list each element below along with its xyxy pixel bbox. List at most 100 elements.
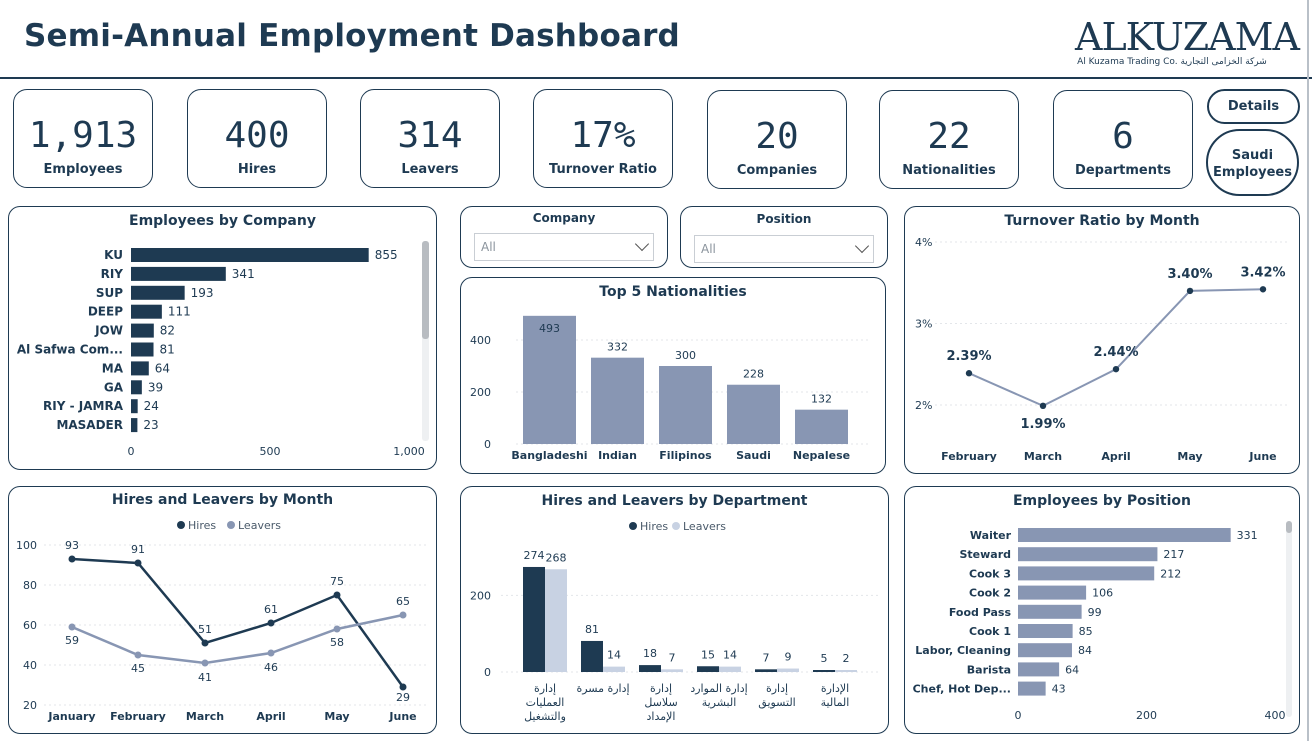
data-point xyxy=(201,639,209,647)
legend-marker xyxy=(227,521,235,529)
data-label: 300 xyxy=(675,349,696,362)
category-label: Bangladeshi xyxy=(511,449,587,462)
x-tick-label: April xyxy=(256,710,285,723)
data-label: 65 xyxy=(396,595,410,608)
bar xyxy=(1018,566,1155,581)
category-label: KU xyxy=(104,248,123,262)
x-tick-label: 1,000 xyxy=(393,445,425,458)
dropdown-value: All xyxy=(481,240,496,254)
category-label: GA xyxy=(104,380,124,394)
data-label: 64 xyxy=(1065,663,1079,676)
bar xyxy=(813,670,835,672)
bar xyxy=(523,566,545,672)
scrollbar[interactable] xyxy=(422,241,429,441)
data-point xyxy=(68,623,76,631)
x-tick-label: February xyxy=(110,710,166,723)
data-label: 91 xyxy=(131,543,145,556)
data-label: 64 xyxy=(155,361,170,375)
kpi-label: Nationalities xyxy=(902,163,996,178)
category-label: إدارة الموارد xyxy=(690,682,747,695)
bar xyxy=(545,569,567,672)
data-label: 7 xyxy=(763,651,770,664)
data-label: 82 xyxy=(160,324,175,338)
category-label: Al Safwa Com... xyxy=(17,343,123,357)
data-label: 217 xyxy=(1163,548,1184,561)
scrollbar[interactable] xyxy=(1286,521,1292,717)
data-label: 268 xyxy=(546,551,567,564)
bar xyxy=(659,366,712,444)
x-tick-label: May xyxy=(1177,450,1202,463)
category-label: Filipinos xyxy=(659,449,712,462)
data-point xyxy=(134,651,142,659)
category-label: Nepalese xyxy=(793,449,850,462)
saudi-employees-label-line1: Saudi xyxy=(1231,148,1274,163)
data-label: 9 xyxy=(785,651,792,664)
bar xyxy=(1018,528,1231,542)
data-label: 15 xyxy=(701,648,715,661)
data-point xyxy=(1112,365,1120,373)
data-label: 274 xyxy=(524,549,545,562)
data-label: 29 xyxy=(396,691,410,704)
company-logo-subtext: Al Kuzama Trading Co. شركة الخزامى التجا… xyxy=(1077,57,1267,67)
bar xyxy=(131,285,185,300)
scrollbar-thumb[interactable] xyxy=(422,241,429,339)
data-label: 23 xyxy=(143,418,158,432)
bar xyxy=(131,248,369,262)
bar xyxy=(795,409,848,444)
category-label: MASADER xyxy=(56,418,123,432)
kpi-value: 17% xyxy=(570,115,636,156)
x-tick-label: March xyxy=(186,710,224,723)
kpi-card-turnover: 17% Turnover Ratio xyxy=(533,89,673,188)
panel-employees-by-position: Employees by Position Waiter 331 Steward 21… xyxy=(904,486,1300,734)
category-label: Steward xyxy=(959,548,1011,561)
panel-hires-leavers-month: Hires and Leavers by Month 20 40 60 80 100 Hi… xyxy=(8,486,437,734)
x-tick-label: 200 xyxy=(1136,709,1157,722)
bar xyxy=(581,640,603,672)
chart-turnover-ratio: 2% 3% 4% 2.39% February 1.99% March 2.44% April 3… xyxy=(915,236,1290,463)
data-label: 228 xyxy=(743,368,764,381)
details-button[interactable]: Details xyxy=(1207,89,1300,124)
chart-title: Hires and Leavers by Department xyxy=(541,493,808,509)
category-label: SUP xyxy=(96,286,123,300)
data-label: 1.99% xyxy=(1020,417,1065,432)
chart-employees-by-company: KU 855 RIY 341 SUP 193 DEEP 111 JOW 82 Al Safwa Co… xyxy=(17,248,425,458)
category-label: المالية xyxy=(821,696,850,709)
y-tick-label: 80 xyxy=(23,579,37,592)
company-slicer: Company All xyxy=(460,206,668,268)
kpi-value: 22 xyxy=(927,116,971,157)
position-dropdown[interactable]: All xyxy=(694,235,874,263)
category-label: RIY xyxy=(101,267,124,281)
x-tick-label: June xyxy=(1248,450,1276,463)
data-label: 51 xyxy=(198,623,212,636)
y-tick-label: 0 xyxy=(484,438,491,451)
data-label: 341 xyxy=(232,267,255,281)
saudi-employees-button[interactable]: Saudi Employees xyxy=(1206,129,1299,196)
kpi-label: Hires xyxy=(237,162,277,177)
bar xyxy=(1018,547,1158,562)
kpi-label: Leavers xyxy=(401,162,459,177)
data-label: 212 xyxy=(1160,567,1181,580)
kpi-card-employees: 1,913 Employees xyxy=(13,89,153,188)
y-tick-label: 60 xyxy=(23,619,37,632)
bar xyxy=(131,361,149,376)
bar xyxy=(697,666,719,672)
data-label: 106 xyxy=(1092,587,1113,600)
scrollbar-thumb[interactable] xyxy=(1286,521,1292,533)
legend-label: Hires xyxy=(640,520,668,533)
category-label: Barista xyxy=(967,663,1011,676)
category-label: Indian xyxy=(598,449,637,462)
data-point xyxy=(333,625,341,633)
company-logo: ALKUZAMA xyxy=(1075,15,1300,59)
company-dropdown[interactable]: All xyxy=(474,233,654,261)
category-label: Cook 2 xyxy=(969,587,1011,600)
data-point xyxy=(267,619,275,627)
bar xyxy=(131,266,226,281)
bar xyxy=(603,666,625,672)
data-label: 14 xyxy=(607,649,621,662)
bar xyxy=(727,384,780,444)
category-label: الإدارة xyxy=(821,682,849,695)
x-tick-label: May xyxy=(324,710,349,723)
y-tick-label: 20 xyxy=(23,699,37,712)
data-point xyxy=(1039,402,1047,410)
data-point xyxy=(68,555,76,563)
